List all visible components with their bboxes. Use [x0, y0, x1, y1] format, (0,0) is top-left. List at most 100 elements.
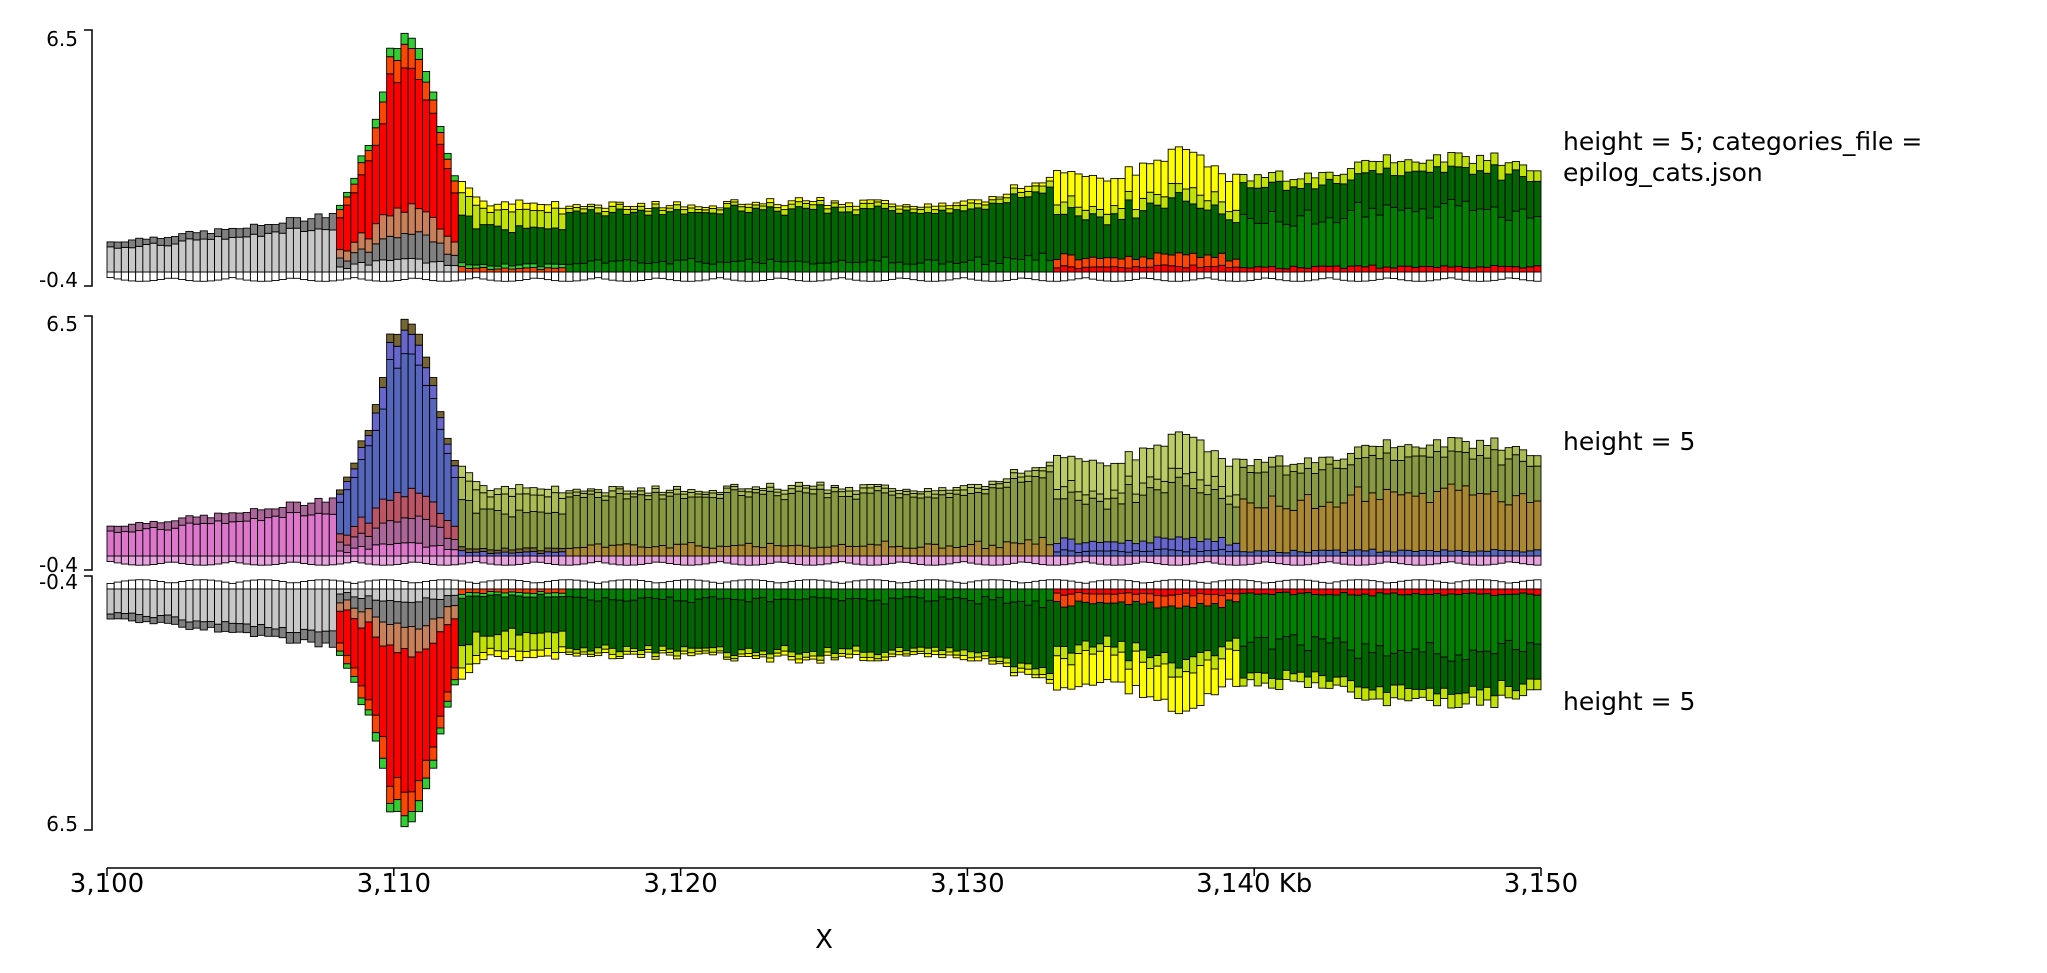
track-1-neg-bar — [486, 271, 495, 281]
track-1-bar-segment — [1511, 266, 1520, 273]
track-3-bar-segment — [1060, 588, 1069, 596]
track-1-y-axis — [84, 29, 93, 287]
track-1-bar-segment — [888, 206, 897, 212]
track-1-neg-bar — [128, 271, 137, 282]
track-3-neg-bar — [192, 579, 201, 590]
track-2-bar-segment — [1411, 455, 1420, 497]
track-3-ymin-label: -0.4 — [39, 570, 78, 594]
track-3-bar-segment — [1411, 593, 1420, 650]
track-2-bar-segment — [178, 517, 187, 526]
track-2-bar-segment — [364, 445, 373, 524]
track-2-neg-bar — [1303, 555, 1313, 566]
track-1-bar-segment — [551, 207, 560, 229]
track-3-bar-segment — [572, 652, 581, 657]
track-3-neg-bar — [895, 582, 904, 590]
track-1-bar-segment — [350, 263, 359, 273]
track-3-bar-segment — [1468, 588, 1477, 594]
track-1-bar-segment — [1268, 172, 1277, 183]
track-3-bar-segment — [393, 622, 402, 654]
track-2-bar-segment — [350, 468, 359, 478]
track-1-bar-segment — [149, 242, 158, 273]
track-3-neg-bar — [1124, 580, 1133, 590]
track-2-bar-segment — [1210, 550, 1219, 557]
track-3-neg-bar — [536, 582, 545, 590]
track-2-bar-segment — [773, 488, 782, 493]
track-1-bar-segment — [206, 233, 216, 240]
track-1-neg-bar — [1031, 271, 1040, 281]
track-2-bar-segment — [1275, 505, 1284, 553]
track-2-bar-segment — [1160, 445, 1169, 482]
track-1-neg-bar — [845, 271, 854, 280]
track-2-bar-segment — [1174, 431, 1183, 469]
track-3-bar-segment — [1332, 676, 1341, 686]
track-3-bar-segment — [1368, 588, 1377, 597]
track-2-neg-bar — [830, 555, 839, 564]
track-2-neg-bar — [931, 555, 940, 566]
track-1-neg-bar — [1325, 271, 1334, 279]
track-2-bar-segment — [1375, 551, 1384, 557]
track-3-bar-segment — [300, 628, 309, 641]
track-3-neg-bar — [335, 580, 345, 590]
track-2-bar-segment — [1060, 498, 1069, 539]
track-2-bar-segment — [1461, 441, 1470, 453]
track-1-bar-segment — [536, 210, 545, 229]
track-1-bar-segment — [1411, 266, 1420, 273]
track-2-neg-bar — [113, 555, 122, 564]
track-1-bar-segment — [486, 205, 495, 213]
track-1-bar-segment — [694, 261, 703, 273]
track-2-bar-segment — [672, 488, 682, 495]
track-1-bar-segment — [508, 232, 517, 267]
track-2-bar-segment — [1239, 466, 1248, 500]
track-1-bar-segment — [880, 207, 889, 258]
track-1: 6.5 -0.4 height = 5; categories_file = e… — [39, 27, 1922, 292]
track-2-neg-bar — [895, 555, 904, 563]
track-3-neg-bar — [1225, 579, 1234, 590]
track-2-bar-segment — [945, 489, 954, 494]
track-2-bar-segment — [737, 490, 746, 496]
track-2-bar-segment — [615, 488, 624, 494]
track-1-bar-segment — [1447, 165, 1456, 200]
track-3-bar-segment — [1511, 690, 1520, 700]
track-1-bar-segment — [751, 204, 760, 209]
track-2-bar-segment — [1146, 550, 1155, 557]
track-3-bar-segment — [171, 616, 180, 625]
track-3-bar-segment — [1167, 594, 1176, 607]
track-1-bar-segment — [429, 91, 438, 101]
track-1-bar-segment — [1339, 173, 1348, 185]
track-2-bar-segment — [1074, 499, 1083, 545]
track-2-bar-segment — [665, 547, 674, 557]
track-1-bar-segment — [1282, 180, 1291, 191]
track-3-bar-segment — [422, 597, 431, 627]
track-1-neg-bar — [916, 271, 925, 282]
track-1-bar-segment — [1275, 221, 1284, 269]
track-1-bar-segment — [436, 132, 445, 145]
track-2-bar-segment — [579, 496, 588, 548]
track-2-bar-segment — [343, 544, 352, 554]
track-2-bar-segment — [551, 547, 560, 553]
track-2-neg-bar — [393, 555, 402, 565]
track-2-bar-segment — [135, 522, 144, 532]
track-2-bar-segment — [1153, 489, 1162, 538]
track-3-bar-segment — [1490, 588, 1499, 596]
track-1-bar-segment — [379, 91, 388, 103]
track-1-bar-segment — [1361, 216, 1370, 268]
track-2-bar-segment — [1131, 501, 1140, 545]
track-2-bar-segment — [1167, 433, 1176, 469]
track-1-bar-segment — [1210, 165, 1219, 193]
track-2-bar-segment — [379, 522, 388, 545]
track-2-neg-bar — [1074, 555, 1083, 564]
track-2-neg-bar — [1468, 555, 1477, 566]
track-2-neg-bar — [981, 555, 990, 566]
track-3-bar-segment — [371, 636, 380, 716]
track-1-bar-segment — [357, 261, 366, 273]
track-1-bar-segment — [816, 204, 825, 264]
track-2-bar-segment — [1296, 472, 1305, 501]
track-2-bar-segment — [1418, 455, 1427, 494]
track-3-bar-segment — [1483, 650, 1492, 688]
track-3-bar-segment — [1440, 687, 1449, 699]
track-1-bar-segment — [1110, 257, 1119, 268]
track-1-bar-segment — [1146, 266, 1155, 273]
track-3-bar-segment — [364, 608, 373, 623]
track-3-neg-bar — [1511, 582, 1520, 590]
track-2-bar-segment — [1454, 549, 1463, 557]
